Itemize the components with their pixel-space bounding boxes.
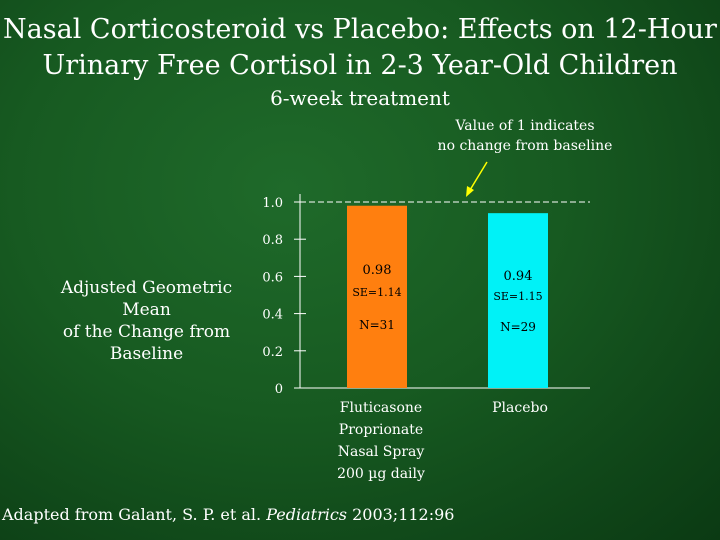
y-axis-label: Adjusted Geometric Mean of the Change fr… [34, 277, 259, 365]
bar-value-label-0: 0.98 [363, 263, 392, 278]
bar-0 [347, 205, 407, 388]
annotation-line-1: Value of 1 indicates [455, 118, 595, 134]
bar-1 [488, 213, 548, 388]
y-tick-label-4: 0.8 [262, 233, 283, 248]
bar-n-label-0: N=31 [359, 318, 395, 332]
y-tick-label-0: 0 [275, 382, 283, 397]
y-axis-label-line-2: of the Change from Baseline [62, 322, 231, 364]
bar-value-label-1: 0.94 [504, 269, 533, 284]
bar-se-label-1: SE=1.15 [493, 290, 542, 303]
x-category-label-0-2: Nasal Spray [338, 444, 425, 460]
bar-se-label-0: SE=1.14 [352, 286, 401, 299]
slide-subtitle: 6-week treatment [270, 86, 450, 110]
x-category-label-0-0: Fluticasone [340, 400, 422, 416]
source-citation: Adapted from Galant, S. P. et al. Pediat… [2, 505, 454, 524]
y-axis-label-line-1: Adjusted Geometric Mean [60, 278, 233, 320]
reference-annotation: Value of 1 indicates no change from base… [420, 116, 630, 156]
slide-title: Nasal Corticosteroid vs Placebo: Effects… [0, 12, 720, 84]
title-line-1: Nasal Corticosteroid vs Placebo: Effects… [3, 14, 717, 45]
y-tick-label-2: 0.4 [262, 308, 283, 323]
source-journal: Pediatrics [266, 505, 347, 524]
x-category-label-1-0: Placebo [492, 400, 548, 416]
source-prefix: Adapted from Galant, S. P. et al. [2, 505, 267, 524]
x-category-label-0-1: Proprionate [339, 422, 423, 438]
annotation-line-2: no change from baseline [437, 138, 613, 154]
y-tick-label-3: 0.6 [262, 270, 283, 285]
title-line-2: Urinary Free Cortisol in 2-3 Year-Old Ch… [42, 50, 678, 81]
y-tick-label-1: 0.2 [262, 345, 283, 360]
y-tick-label-5: 1.0 [262, 196, 283, 211]
x-category-label-0-3: 200 µg daily [337, 466, 425, 482]
annotation-arrow-line [469, 161, 488, 191]
source-suffix: 2003;112:96 [347, 505, 455, 524]
bar-n-label-1: N=29 [500, 320, 536, 334]
annotation-arrow-head [466, 186, 474, 197]
